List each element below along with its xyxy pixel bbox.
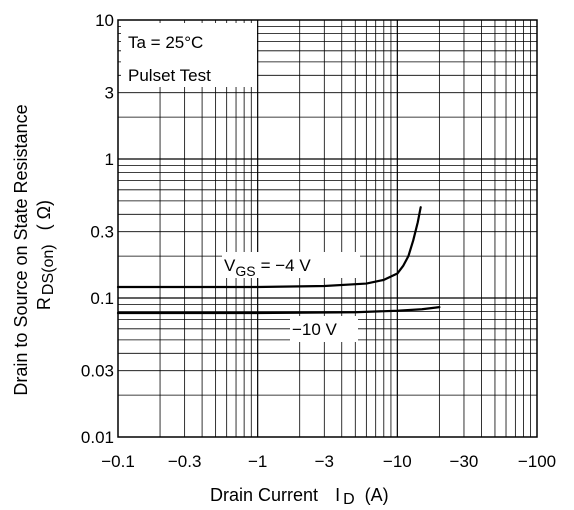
vgs-value: = −4 V <box>261 256 312 275</box>
y-tick-label: 3 <box>105 84 114 103</box>
y-axis-subscript: DS(on) <box>40 244 57 295</box>
x-tick-label: −100 <box>518 452 556 471</box>
x-tick-labels: −0.1 −0.3 −1 −3 −10 −30 −100 <box>101 452 556 471</box>
grid-minor <box>118 20 537 437</box>
y-axis-label-line1: Drain to Source on State Resistance <box>11 104 31 395</box>
x-axis-subscript: D <box>343 491 355 508</box>
y-tick-label: 0.1 <box>90 289 114 308</box>
y-tick-labels: 10 3 1 0.3 0.1 0.03 0.01 <box>81 11 114 447</box>
y-tick-label: 0.01 <box>81 428 114 447</box>
x-tick-label: −1 <box>248 452 267 471</box>
vgs-4-label: VGS = −4 V <box>224 256 311 279</box>
y-axis-label-line2: R DS(on) ( Ω) <box>34 200 57 310</box>
x-tick-label: −3 <box>315 452 334 471</box>
x-tick-label: −0.1 <box>101 452 135 471</box>
condition-temperature: Ta = 25°C <box>128 33 203 52</box>
curve-vgs-4v <box>116 206 422 289</box>
grid-major <box>118 20 537 437</box>
y-tick-label: 0.3 <box>90 223 114 242</box>
plot-frame <box>117 19 538 438</box>
x-tick-label: −0.3 <box>168 452 202 471</box>
y-tick-label: 1 <box>105 150 114 169</box>
x-axis-label: Drain Current I D (A) <box>210 485 389 508</box>
y-tick-label: 10 <box>95 11 114 30</box>
vgs-symbol: V <box>224 256 236 275</box>
x-axis-label-main: Drain Current <box>210 485 318 505</box>
condition-pulse-test: Pulset Test <box>128 66 211 85</box>
curves <box>116 206 441 315</box>
x-axis-symbol: I <box>335 485 340 505</box>
curve-vgs-10v <box>116 306 441 315</box>
vgs-4-label-bg <box>222 252 360 278</box>
x-axis-unit: (A) <box>365 485 389 505</box>
x-tick-label: −10 <box>383 452 412 471</box>
y-tick-label: 0.03 <box>81 362 114 381</box>
vgs-10-label: −10 V <box>292 320 338 339</box>
vgs-subscript: GS <box>235 263 255 279</box>
y-axis-symbol: R <box>34 297 54 310</box>
y-axis-unit: ( Ω) <box>34 200 54 230</box>
x-tick-label: −30 <box>450 452 479 471</box>
conditions-box <box>121 23 257 87</box>
vgs-10-label-bg <box>290 316 358 342</box>
